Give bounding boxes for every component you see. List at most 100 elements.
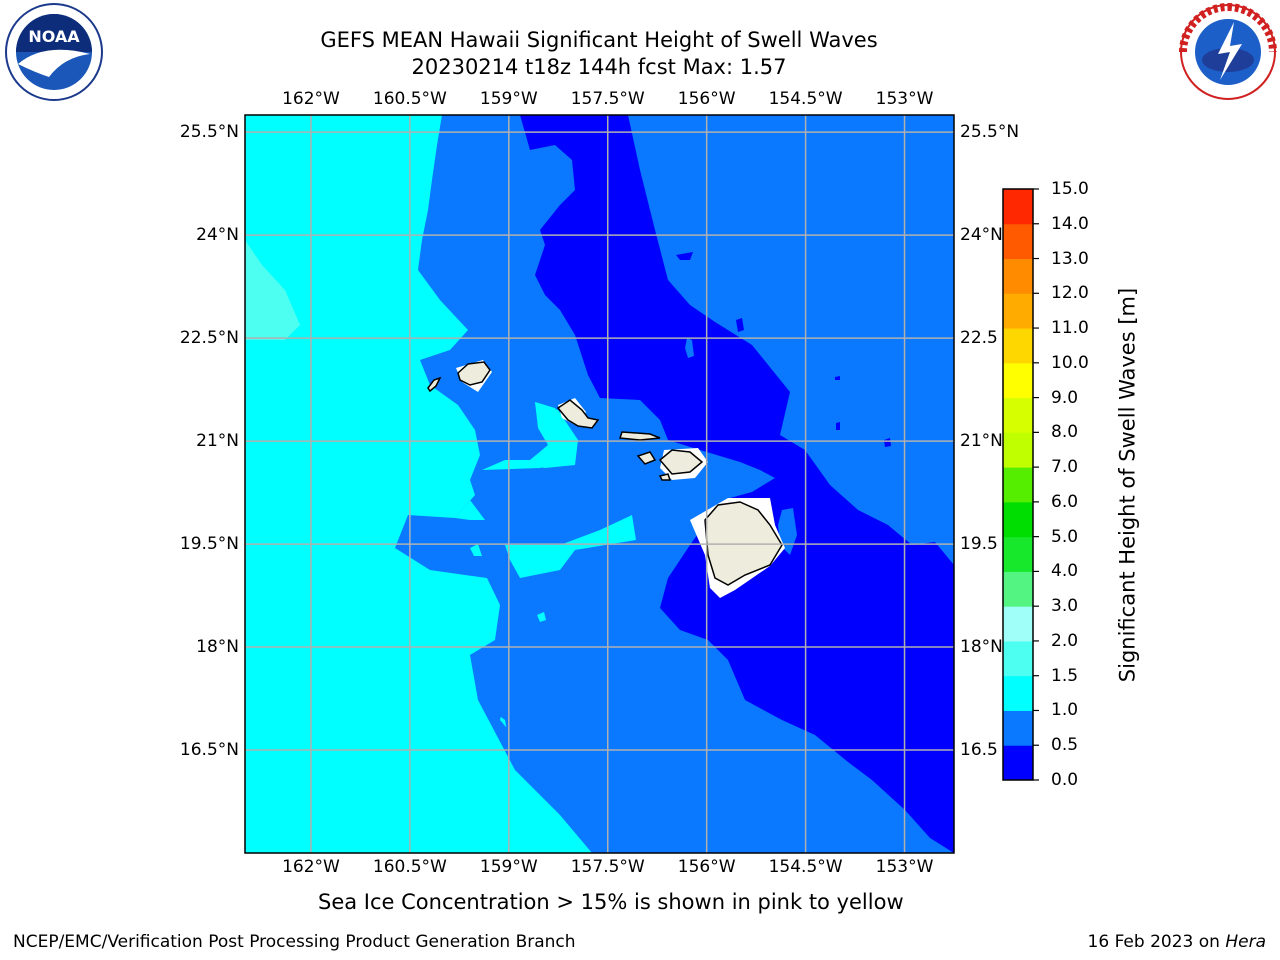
contour-1-1.5-channel [537, 612, 546, 622]
colorbar [1002, 188, 1039, 781]
contour-0-0.5-speck [676, 252, 693, 260]
footer-host: Hera [1225, 932, 1266, 952]
contour-1-1.5-channel [505, 515, 636, 578]
colorbar-tick-label: 9.0 [1051, 387, 1079, 408]
contour-0-0.5-speck [836, 422, 840, 430]
colorbar-tick-label: 4.0 [1051, 561, 1079, 582]
colorbar-tick-label: 14.0 [1051, 213, 1089, 234]
lon-tick-label-top: 159°W [479, 89, 538, 109]
colorbar-tick-label: 3.0 [1051, 596, 1079, 617]
lat-tick-label-left: 22.5°N [179, 328, 239, 349]
colorbar-tick-label: 13.0 [1051, 248, 1089, 269]
colorbar-tick-label: 10.0 [1051, 352, 1089, 373]
lon-tick-label-bottom: 157.5°W [570, 857, 645, 877]
colorbar-frame [1002, 188, 1034, 781]
colorbar-swatch [1003, 745, 1033, 781]
lon-tick-label-bottom: 159°W [479, 857, 538, 877]
colorbar-tick-label: 8.0 [1051, 422, 1079, 443]
colorbar-swatch [1003, 675, 1033, 711]
svg-text:NOAA: NOAA [28, 27, 80, 46]
contour-1-1.5-channel [470, 544, 482, 556]
lat-tick-label-left: 18°N [196, 637, 239, 658]
colorbar-swatch [1003, 258, 1033, 294]
colorbar-tick-label: 11.0 [1051, 318, 1089, 339]
colorbar-tick-label: 1.0 [1051, 700, 1079, 721]
lat-tick-label-right: 24°N [960, 225, 1003, 246]
colorbar-swatch [1003, 640, 1033, 677]
lat-tick-label-right: 16.5 [960, 740, 998, 761]
lon-tick-label-bottom: 156°W [677, 857, 736, 877]
colorbar-swatch [1003, 189, 1033, 225]
contour-0-0.5-speck [736, 318, 744, 332]
contour-1-1.5-channel [455, 500, 485, 520]
island-lanai [636, 451, 657, 465]
map-frame [244, 114, 955, 854]
lat-tick-label-right: 19.5 [960, 534, 998, 555]
colorbar-tick-label: 0.0 [1051, 770, 1079, 790]
island-niihau [427, 376, 442, 393]
lat-tick-label-right: 22.5 [960, 328, 998, 349]
footer-date: 16 Feb 2023 on Hera [1088, 932, 1266, 952]
lon-tick-label-top: 154.5°W [768, 89, 843, 109]
colorbar-swatch [1003, 397, 1033, 433]
noaa-logo: NOAA [5, 3, 103, 101]
lat-tick-label-right: 18°N [960, 637, 1003, 658]
contour-1-1.5-channel [510, 402, 578, 468]
sea-ice-note: Sea Ice Concentration > 15% is shown in … [318, 890, 904, 914]
colorbar-tick-label: 2.0 [1051, 630, 1079, 651]
colorbar-tick-label: 1.5 [1051, 665, 1079, 686]
island-molokai [618, 431, 661, 441]
chart-subtitle: 20230214 t18z 144h fcst Max: 1.57 [411, 55, 787, 79]
island-maui [658, 449, 704, 475]
lat-tick-label-right: 21°N [960, 431, 1003, 452]
lon-tick-label-top: 156°W [677, 89, 736, 109]
lon-tick-label-top: 153°W [875, 89, 934, 109]
lat-tick-label-left: 25.5°N [179, 122, 239, 143]
lon-tick-label-bottom: 154.5°W [768, 857, 843, 877]
colorbar-tick-label: 7.0 [1051, 457, 1079, 478]
lon-tick-label-top: 160.5°W [372, 89, 447, 109]
colorbar-swatch [1003, 536, 1033, 572]
contour-0.5-1-pocket [685, 338, 694, 358]
lat-tick-label-right: 25.5°N [960, 122, 1020, 143]
lat-tick-label-left: 24°N [196, 225, 239, 246]
contour-0-0.5-speck [884, 438, 891, 447]
colorbar-swatch [1003, 362, 1033, 399]
island-kahoolawe [658, 473, 672, 481]
island-kauai [457, 361, 491, 386]
colorbar-swatch [1003, 328, 1033, 364]
lon-tick-label-top: 157.5°W [570, 89, 645, 109]
contour-0-0.5 [520, 115, 954, 853]
colorbar-swatch [1003, 710, 1033, 746]
colorbar-swatch [1003, 606, 1033, 642]
contour-fill-layer [245, 115, 954, 853]
contour-1.5-2 [245, 240, 300, 340]
colorbar-tick-label: 6.0 [1051, 491, 1079, 512]
nws-logo [1179, 3, 1277, 100]
colorbar-tick-label: 0.5 [1051, 735, 1079, 756]
lon-tick-label-bottom: 153°W [875, 857, 934, 877]
colorbar-swatch [1003, 571, 1033, 607]
lat-tick-label-left: 21°N [196, 431, 239, 452]
lat-tick-label-left: 19.5°N [179, 534, 239, 555]
footer-date-text: 16 Feb 2023 on [1087, 932, 1220, 952]
chart-title: GEFS MEAN Hawaii Significant Height of S… [320, 28, 878, 52]
colorbar-swatch [1003, 293, 1033, 329]
colorbar-tick-label: 12.0 [1051, 283, 1089, 304]
colorbar-swatch [1003, 501, 1033, 538]
colorbar-title: Significant Height of Swell Waves [m] [1115, 287, 1140, 683]
colorbar-swatch [1003, 432, 1033, 468]
colorbar-tick-label: 15.0 [1051, 179, 1089, 199]
colorbar-swatch [1003, 467, 1033, 503]
lon-tick-label-bottom: 160.5°W [372, 857, 447, 877]
colorbar-swatch [1003, 223, 1033, 260]
colorbar-tick-label: 5.0 [1051, 526, 1079, 547]
footer-credit: NCEP/EMC/Verification Post Processing Pr… [13, 932, 576, 952]
map-gridlines [245, 115, 954, 853]
lon-tick-label-top: 162°W [282, 89, 340, 109]
contour-0-0.5-speck [835, 376, 840, 380]
lon-tick-label-bottom: 162°W [282, 857, 340, 877]
lat-tick-label-left: 16.5°N [179, 740, 239, 761]
island-oahu [556, 399, 600, 429]
